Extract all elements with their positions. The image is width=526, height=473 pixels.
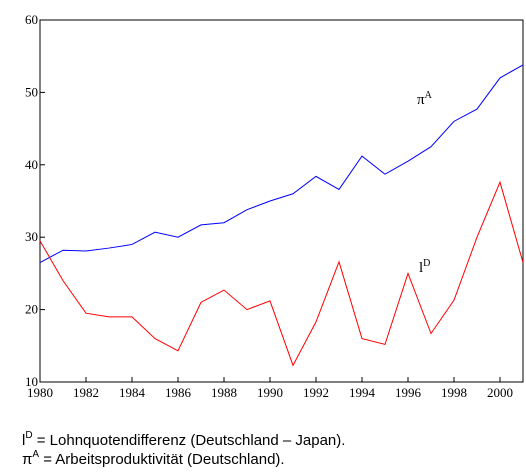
x-tick-label: 2000 (487, 385, 513, 400)
footnote-symbol: π (22, 451, 32, 468)
y-tick-label: 20 (25, 302, 38, 317)
series-annotation: πA (417, 90, 433, 108)
annotation-symbol: π (417, 92, 425, 108)
series-annotation: lD (419, 258, 430, 276)
plot-frame (39, 19, 524, 383)
footnote-sup: D (25, 430, 32, 441)
annotation-symbol: l (419, 260, 423, 276)
x-tick-label: 1998 (441, 385, 467, 400)
x-tick-label: 1992 (303, 385, 329, 400)
y-tick-label: 50 (25, 84, 38, 99)
x-tick-label: 1982 (73, 385, 99, 400)
footnote-text: = Lohnquotendifferenz (Deutschland – Jap… (33, 432, 346, 449)
series-line (39, 180, 524, 367)
footnote-text: = Arbeitsproduktivität (Deutschland). (39, 451, 285, 468)
x-tick-label: 1986 (165, 385, 192, 400)
x-tick-label: 1994 (349, 385, 376, 400)
annotation-sup: A (425, 90, 433, 101)
x-tick-label: 1996 (395, 385, 422, 400)
footnote: lD = Lohnquotendifferenz (Deutschland – … (22, 430, 345, 449)
x-tick-label: 1988 (211, 385, 237, 400)
y-tick-label: 60 (25, 12, 38, 27)
footnote-sup: A (32, 449, 39, 460)
y-tick-label: 10 (25, 374, 38, 389)
x-tick-label: 1984 (119, 385, 146, 400)
series-line (39, 64, 524, 263)
footnote: πA = Arbeitsproduktivität (Deutschland). (22, 449, 285, 468)
y-tick-label: 30 (25, 229, 38, 244)
x-tick-label: 1990 (257, 385, 283, 400)
y-tick-label: 40 (25, 157, 38, 172)
footnote-symbol: l (22, 432, 25, 449)
annotation-sup: D (423, 258, 430, 269)
x-tick-label: 1980 (27, 385, 53, 400)
